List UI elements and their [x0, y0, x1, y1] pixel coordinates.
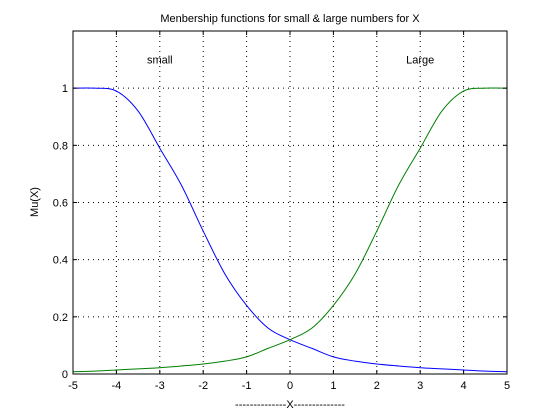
x-tick-label: 1 — [330, 380, 336, 392]
large-membership-line — [72, 87, 508, 373]
y-axis-label: Mu(X) — [29, 187, 41, 217]
y-tick-label: 0.6 — [53, 198, 68, 210]
x-axis-label: --------------X-------------- — [235, 399, 345, 411]
x-tick-label: 0 — [287, 380, 293, 392]
x-tick-label: -5 — [68, 380, 78, 392]
grid-lines — [73, 31, 507, 374]
x-tick-label: 4 — [461, 380, 467, 392]
y-tick-label: 0 — [62, 369, 68, 381]
annotation-small: small — [147, 55, 173, 67]
x-tick-label: 3 — [417, 380, 423, 392]
x-tick-label: -4 — [112, 380, 122, 392]
y-tick-label: 0.2 — [53, 312, 68, 324]
y-tick-label: 0.8 — [53, 140, 68, 152]
y-tick-label: 0.4 — [53, 255, 68, 267]
axis-ticks — [72, 31, 508, 375]
tick-labels: -5 -4 -3 -2 -1 0 1 2 3 4 5 0 0.2 0.4 0.6 0.8 1 — [53, 83, 510, 392]
chart-title: Menbership functions for small & large n… — [160, 13, 420, 25]
x-tick-label: -3 — [155, 380, 165, 392]
x-tick-label: -2 — [198, 380, 208, 392]
x-tick-label: 5 — [504, 380, 510, 392]
x-tick-label: -1 — [242, 380, 252, 392]
x-tick-label: 2 — [374, 380, 380, 392]
y-tick-label: 1 — [62, 83, 68, 95]
series-lines — [72, 87, 508, 373]
annotation-large: Large — [406, 55, 434, 67]
annotations: small Large — [147, 55, 434, 67]
